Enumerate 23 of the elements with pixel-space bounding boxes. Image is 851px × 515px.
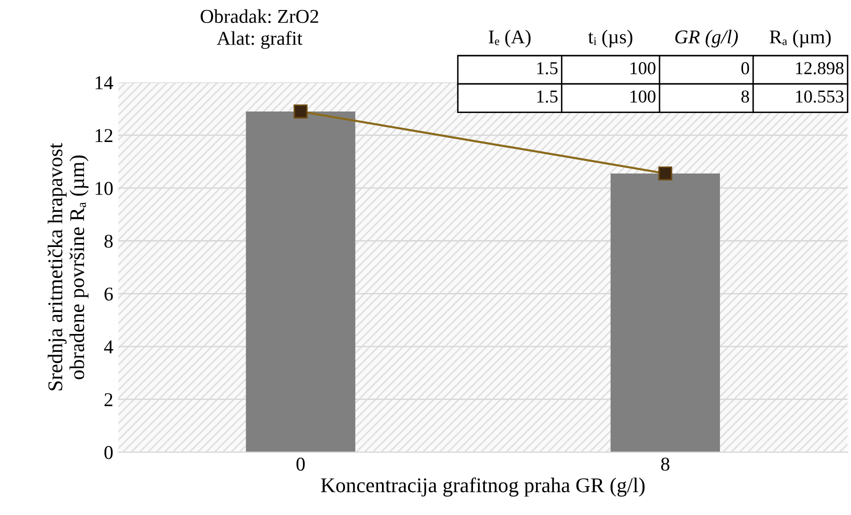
text: GR (g/l)	[675, 30, 738, 48]
y-tick-label: 2	[104, 393, 112, 406]
text: 0	[741, 62, 750, 74]
annotation: 10.553	[796, 90, 844, 103]
text: Iₑ (A)	[488, 30, 531, 48]
text: 100	[630, 62, 656, 74]
chart-title: Obradak: ZrO2 Alat: grafit	[200, 9, 318, 49]
y-tick-label: 12	[96, 129, 112, 142]
y-tick-label: 8	[104, 234, 113, 248]
annotation: 8	[741, 90, 750, 103]
y-axis-title: Srednja aritmetička hrapavost obradene površine Rₐ (µm)	[48, 143, 88, 390]
text: 1.5	[537, 62, 558, 74]
y-tick-label: 0	[104, 446, 113, 460]
y-tick-label: 6	[104, 288, 113, 301]
y-tick-label: 10	[96, 182, 113, 195]
y-tick-label: 4	[104, 340, 114, 354]
annotation: 1.5	[537, 90, 558, 103]
text: Rₐ (µm)	[770, 30, 831, 48]
x-axis-title: Koncentracija grafitnog praha GR (g/l)	[320, 477, 645, 497]
text: 12.898	[796, 62, 844, 74]
text: tᵢ (µs)	[588, 30, 632, 48]
y-tick-label: 14	[96, 76, 114, 90]
annotation: 100	[630, 90, 656, 103]
